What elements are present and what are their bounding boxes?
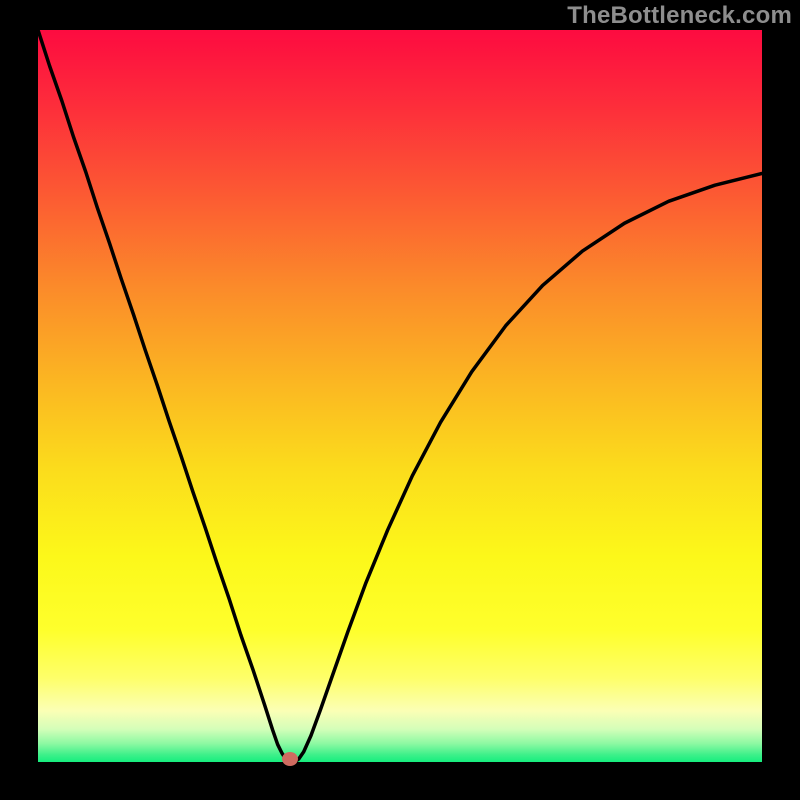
optimum-marker <box>282 752 298 766</box>
plot-area <box>38 30 762 762</box>
bottleneck-curve <box>38 30 762 762</box>
watermark-text: TheBottleneck.com <box>567 2 792 30</box>
chart-frame: TheBottleneck.com <box>0 0 800 800</box>
curve-path <box>38 30 762 762</box>
